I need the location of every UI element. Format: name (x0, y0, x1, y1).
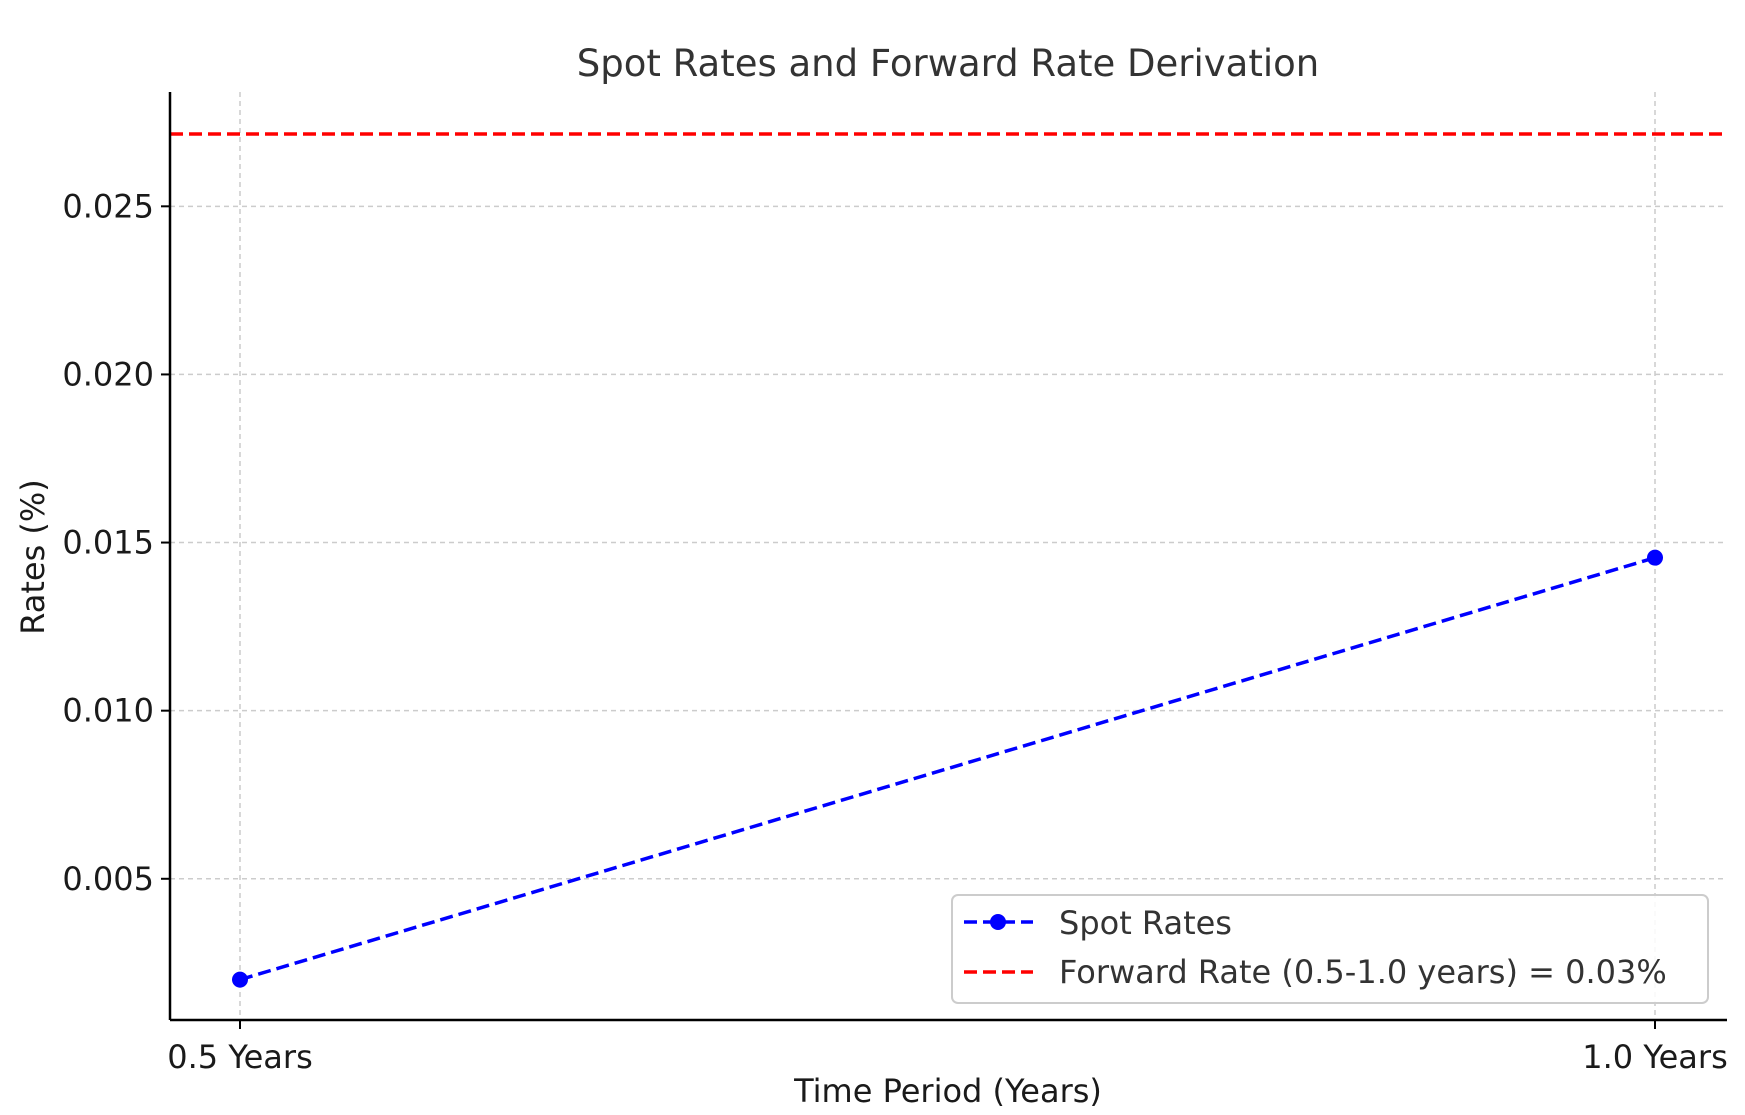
x-axis-ticks: 0.5 Years 1.0 Years (167, 1020, 1728, 1076)
y-axis-ticks: 0.005 0.010 0.015 0.020 0.025 (62, 187, 170, 898)
series (232, 549, 1663, 988)
y-tick-label: 0.005 (62, 860, 154, 898)
chart-title: Spot Rates and Forward Rate Derivation (577, 42, 1319, 85)
legend: Spot Rates Forward Rate (0.5-1.0 years) … (951, 894, 1709, 1004)
x-tick-label: 1.0 Years (1582, 1038, 1727, 1076)
legend-label-forward-rate: Forward Rate (0.5-1.0 years) = 0.03% (1059, 953, 1667, 991)
y-axis-label: Rates (%) (14, 479, 52, 635)
spot-rate-point (1647, 549, 1663, 566)
x-axis-label: Time Period (Years) (793, 1072, 1102, 1110)
legend-box (951, 894, 1709, 1004)
y-tick-label: 0.020 (62, 355, 154, 393)
grid (170, 92, 1727, 1020)
y-tick-label: 0.025 (62, 187, 154, 225)
legend-label-spot-rates: Spot Rates (1059, 904, 1232, 942)
y-tick-label: 0.010 (62, 692, 154, 730)
legend-marker-spot-rates (990, 914, 1006, 930)
x-tick-label: 0.5 Years (167, 1038, 312, 1076)
y-tick-label: 0.015 (62, 524, 154, 562)
spot-rate-point (232, 971, 248, 988)
